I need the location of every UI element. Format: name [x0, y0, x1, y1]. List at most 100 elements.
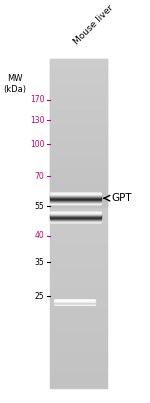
- Bar: [50, 376, 106, 378]
- Bar: [50, 273, 106, 274]
- Bar: [50, 101, 106, 102]
- Text: GPT: GPT: [111, 193, 132, 203]
- Bar: [50, 167, 106, 168]
- Bar: [50, 329, 106, 330]
- Bar: [50, 276, 106, 278]
- Bar: [50, 301, 106, 303]
- Bar: [50, 203, 106, 204]
- Bar: [50, 368, 106, 370]
- Bar: [50, 286, 106, 288]
- Bar: [50, 341, 106, 342]
- Bar: [50, 74, 106, 75]
- Bar: [50, 125, 106, 126]
- Text: 55: 55: [34, 202, 44, 210]
- Bar: [50, 317, 106, 319]
- Bar: [50, 358, 106, 360]
- Bar: [50, 274, 106, 276]
- Bar: [50, 147, 106, 148]
- Bar: [50, 100, 106, 101]
- Bar: [50, 93, 106, 96]
- Bar: [50, 99, 106, 100]
- Text: 70: 70: [34, 172, 44, 181]
- Bar: [50, 68, 106, 69]
- Bar: [50, 137, 106, 138]
- Bar: [50, 330, 106, 332]
- Bar: [50, 311, 106, 312]
- Bar: [50, 243, 106, 245]
- Bar: [50, 113, 106, 114]
- Bar: [50, 160, 106, 161]
- Bar: [50, 140, 106, 141]
- Bar: [50, 232, 106, 233]
- Bar: [50, 153, 106, 154]
- Bar: [50, 335, 106, 337]
- Bar: [50, 76, 106, 77]
- Bar: [50, 163, 106, 164]
- Bar: [50, 344, 106, 345]
- Bar: [50, 196, 106, 197]
- Bar: [50, 160, 106, 161]
- Bar: [50, 169, 106, 170]
- Bar: [50, 353, 106, 355]
- Bar: [50, 73, 106, 74]
- Bar: [50, 171, 106, 172]
- Bar: [50, 149, 106, 150]
- Bar: [50, 204, 106, 205]
- Bar: [50, 106, 106, 107]
- Bar: [50, 270, 106, 271]
- Bar: [50, 289, 106, 291]
- Bar: [50, 307, 106, 309]
- Bar: [50, 235, 106, 237]
- Bar: [50, 93, 106, 94]
- Bar: [50, 303, 106, 304]
- Bar: [50, 324, 106, 326]
- Bar: [50, 339, 106, 341]
- Bar: [50, 285, 106, 286]
- Bar: [50, 118, 106, 120]
- Bar: [50, 107, 106, 108]
- Bar: [50, 162, 106, 163]
- Bar: [50, 166, 106, 167]
- Bar: [50, 98, 106, 99]
- Text: Mouse liver: Mouse liver: [72, 3, 116, 46]
- Bar: [50, 69, 106, 71]
- Bar: [50, 189, 106, 190]
- Bar: [50, 61, 106, 62]
- Bar: [50, 256, 106, 258]
- Bar: [50, 82, 106, 83]
- Bar: [50, 135, 106, 137]
- Bar: [50, 347, 106, 349]
- Bar: [50, 66, 106, 67]
- Bar: [50, 202, 106, 203]
- Bar: [50, 240, 106, 242]
- Bar: [50, 61, 106, 62]
- Bar: [50, 183, 106, 184]
- Bar: [50, 179, 106, 181]
- Bar: [50, 245, 106, 247]
- Bar: [50, 90, 106, 91]
- Bar: [50, 121, 106, 122]
- Bar: [50, 146, 106, 148]
- Bar: [50, 206, 106, 207]
- Bar: [50, 96, 106, 97]
- Bar: [50, 83, 106, 84]
- Bar: [50, 143, 106, 145]
- Bar: [50, 143, 106, 144]
- Text: 170: 170: [30, 95, 44, 104]
- Bar: [50, 175, 106, 176]
- Bar: [50, 111, 106, 112]
- Bar: [50, 76, 106, 77]
- Bar: [50, 250, 106, 251]
- Bar: [50, 67, 106, 69]
- Bar: [50, 372, 106, 373]
- Bar: [50, 141, 106, 142]
- Bar: [50, 63, 106, 64]
- Bar: [50, 120, 106, 122]
- Bar: [50, 229, 106, 230]
- Bar: [50, 145, 106, 146]
- Bar: [50, 171, 106, 172]
- Bar: [50, 166, 106, 168]
- Bar: [50, 154, 106, 156]
- Bar: [50, 67, 106, 68]
- Bar: [50, 122, 106, 123]
